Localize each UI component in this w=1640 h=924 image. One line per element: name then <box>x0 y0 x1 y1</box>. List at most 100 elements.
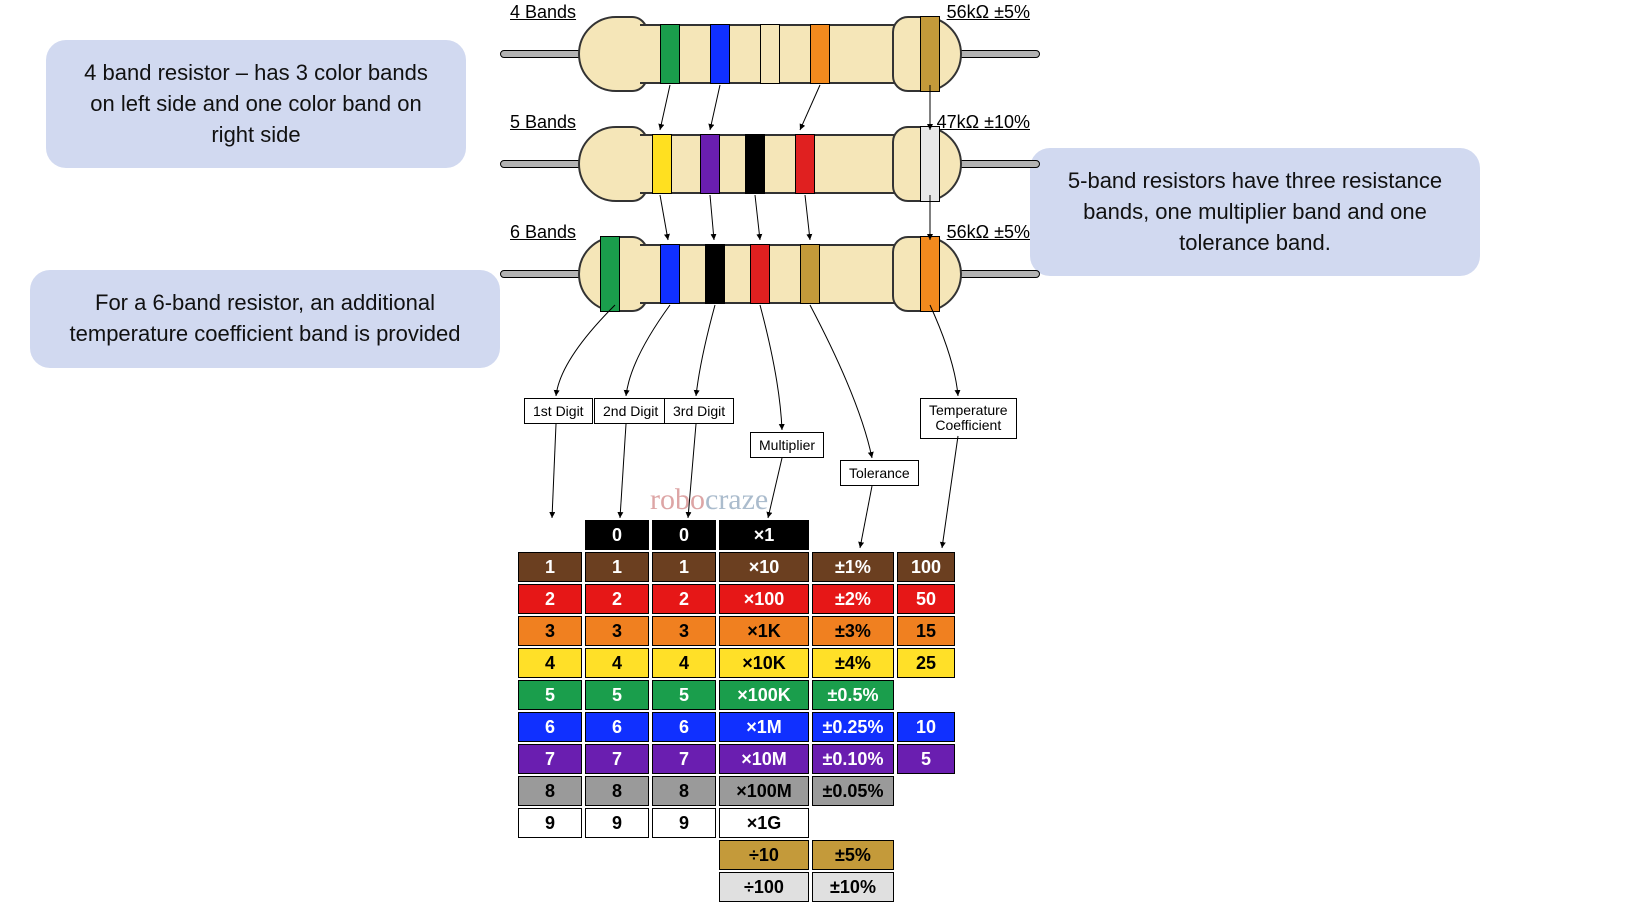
table-cell: ±10% <box>812 872 894 902</box>
table-cell: 8 <box>652 776 716 806</box>
table-row: 666×1M±0.25%10 <box>518 712 955 742</box>
table-cell: 9 <box>652 808 716 838</box>
table-cell: 3 <box>585 616 649 646</box>
table-row: 777×10M±0.10%5 <box>518 744 955 774</box>
resistor-6band: 6 Bands 56kΩ ±5% <box>500 220 1040 320</box>
table-cell: 1 <box>652 552 716 582</box>
color-band <box>920 16 940 92</box>
label-2nd-digit: 2nd Digit <box>594 398 667 424</box>
table-cell: ×100M <box>719 776 809 806</box>
table-cell: ÷10 <box>719 840 809 870</box>
table-row: 333×1K±3%15 <box>518 616 955 646</box>
resistor-5band-label: 5 Bands <box>510 112 576 133</box>
table-row: 999×1G <box>518 808 955 838</box>
color-band <box>920 236 940 312</box>
table-cell: ±3% <box>812 616 894 646</box>
table-row: ÷10±5% <box>518 840 955 870</box>
watermark-part1: robo <box>650 483 705 516</box>
table-cell: ×100K <box>719 680 809 710</box>
table-cell: 3 <box>518 616 582 646</box>
color-code-table: 00×1111×10±1%100222×100±2%50333×1K±3%154… <box>518 520 955 904</box>
label-multiplier: Multiplier <box>750 432 824 458</box>
table-cell: 50 <box>897 584 955 614</box>
resistor-6band-label: 6 Bands <box>510 222 576 243</box>
table-cell: 15 <box>897 616 955 646</box>
table-cell: ×1M <box>719 712 809 742</box>
table-cell: 2 <box>652 584 716 614</box>
resistor-diagrams: 4 Bands 56kΩ ±5% 5 Bands 47kΩ ±10% 6 Ban… <box>500 0 1040 300</box>
table-row: 111×10±1%100 <box>518 552 955 582</box>
table-cell: 100 <box>897 552 955 582</box>
table-cell: 7 <box>585 744 649 774</box>
table-cell: 4 <box>652 648 716 678</box>
table-cell: ×10M <box>719 744 809 774</box>
table-cell: 2 <box>585 584 649 614</box>
table-cell: 25 <box>897 648 955 678</box>
color-band <box>750 244 770 304</box>
table-cell: ±2% <box>812 584 894 614</box>
color-band <box>810 24 830 84</box>
table-row: 00×1 <box>518 520 955 550</box>
table-row: 555×100K±0.5% <box>518 680 955 710</box>
resistor-5band: 5 Bands 47kΩ ±10% <box>500 110 1040 210</box>
watermark-part2: craze <box>705 483 768 516</box>
table-cell: 0 <box>652 520 716 550</box>
table-cell: 0 <box>585 520 649 550</box>
table-row: 888×100M±0.05% <box>518 776 955 806</box>
label-temp-coeff: TemperatureCoefficient <box>920 398 1017 439</box>
table-cell: ×1G <box>719 808 809 838</box>
color-band <box>760 24 780 84</box>
table-cell: ±0.10% <box>812 744 894 774</box>
color-band <box>920 126 940 202</box>
table-cell: 10 <box>897 712 955 742</box>
table-cell: ±0.05% <box>812 776 894 806</box>
label-tolerance: Tolerance <box>840 460 919 486</box>
color-band <box>705 244 725 304</box>
watermark: robocraze <box>650 483 768 517</box>
table-cell: ×10K <box>719 648 809 678</box>
table-cell: 1 <box>585 552 649 582</box>
table-cell: 4 <box>518 648 582 678</box>
table-cell: 6 <box>585 712 649 742</box>
table-row: 444×10K±4%25 <box>518 648 955 678</box>
table-cell: 2 <box>518 584 582 614</box>
table-cell: ±0.25% <box>812 712 894 742</box>
resistor-4band-label: 4 Bands <box>510 2 576 23</box>
table-cell: 9 <box>518 808 582 838</box>
table-cell: ×100 <box>719 584 809 614</box>
color-band <box>660 24 680 84</box>
table-cell: ÷100 <box>719 872 809 902</box>
label-3rd-digit: 3rd Digit <box>664 398 734 424</box>
table-cell: 9 <box>585 808 649 838</box>
table-cell: 8 <box>518 776 582 806</box>
color-band <box>710 24 730 84</box>
table-cell: 6 <box>652 712 716 742</box>
callout-4band: 4 band resistor – has 3 color bands on l… <box>46 40 466 168</box>
table-cell: 5 <box>897 744 955 774</box>
color-band <box>745 134 765 194</box>
table-cell: ±1% <box>812 552 894 582</box>
table-cell: 7 <box>518 744 582 774</box>
table-cell: 5 <box>518 680 582 710</box>
table-cell: 7 <box>652 744 716 774</box>
table-cell: 8 <box>585 776 649 806</box>
table-cell: ×1K <box>719 616 809 646</box>
resistor-4band: 4 Bands 56kΩ ±5% <box>500 0 1040 100</box>
table-cell: ±0.5% <box>812 680 894 710</box>
table-cell: 3 <box>652 616 716 646</box>
table-cell: ±4% <box>812 648 894 678</box>
resistor-6band-value: 56kΩ ±5% <box>947 222 1030 243</box>
resistor-5band-value: 47kΩ ±10% <box>937 112 1030 133</box>
color-band <box>700 134 720 194</box>
table-row: 222×100±2%50 <box>518 584 955 614</box>
callout-6band: For a 6-band resistor, an additional tem… <box>30 270 500 368</box>
callout-5band: 5-band resistors have three resistance b… <box>1030 148 1480 276</box>
color-band <box>800 244 820 304</box>
table-cell: ×1 <box>719 520 809 550</box>
color-band <box>652 134 672 194</box>
table-row: ÷100±10% <box>518 872 955 902</box>
color-band <box>795 134 815 194</box>
table-cell: 5 <box>652 680 716 710</box>
table-cell: ±5% <box>812 840 894 870</box>
color-band <box>660 244 680 304</box>
